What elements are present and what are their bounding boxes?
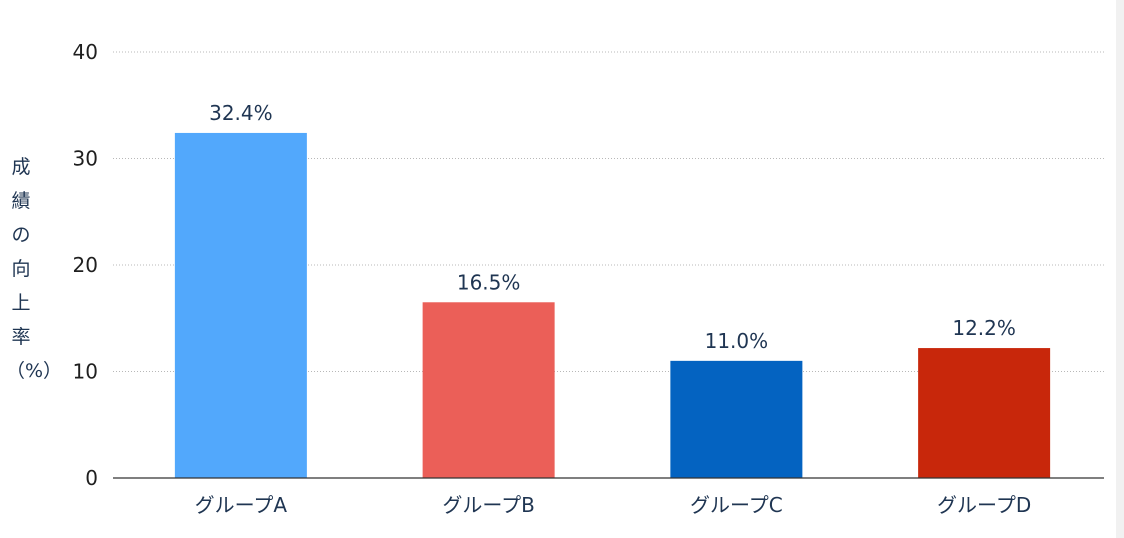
bar [422, 302, 555, 478]
y-tick-label: 20 [73, 253, 98, 277]
y-axis-label-char: 績 [11, 190, 31, 212]
y-tick-label: 30 [73, 147, 98, 171]
data-label: 11.0% [705, 329, 769, 353]
y-axis-label-char: 成 [11, 156, 31, 178]
y-tick-label: 10 [73, 360, 98, 384]
y-tick-label: 40 [73, 40, 98, 64]
bar [174, 132, 307, 478]
y-axis-label-char: 率 [11, 326, 31, 348]
data-label: 16.5% [457, 270, 521, 294]
y-axis-label-char: 上 [11, 292, 31, 314]
bar [670, 360, 803, 478]
data-label: 12.2% [952, 316, 1016, 340]
bar [918, 348, 1051, 478]
y-axis-label-char: 向 [11, 258, 31, 280]
x-tick-label: グループD [937, 493, 1031, 517]
y-tick-label: 0 [85, 466, 98, 490]
scrollbar[interactable] [1116, 0, 1124, 538]
x-tick-label: グループB [442, 493, 535, 517]
y-axis-label-char: の [11, 224, 31, 246]
data-label: 32.4% [209, 101, 273, 125]
x-tick-label: グループA [195, 493, 288, 517]
x-tick-label: グループC [690, 493, 783, 517]
